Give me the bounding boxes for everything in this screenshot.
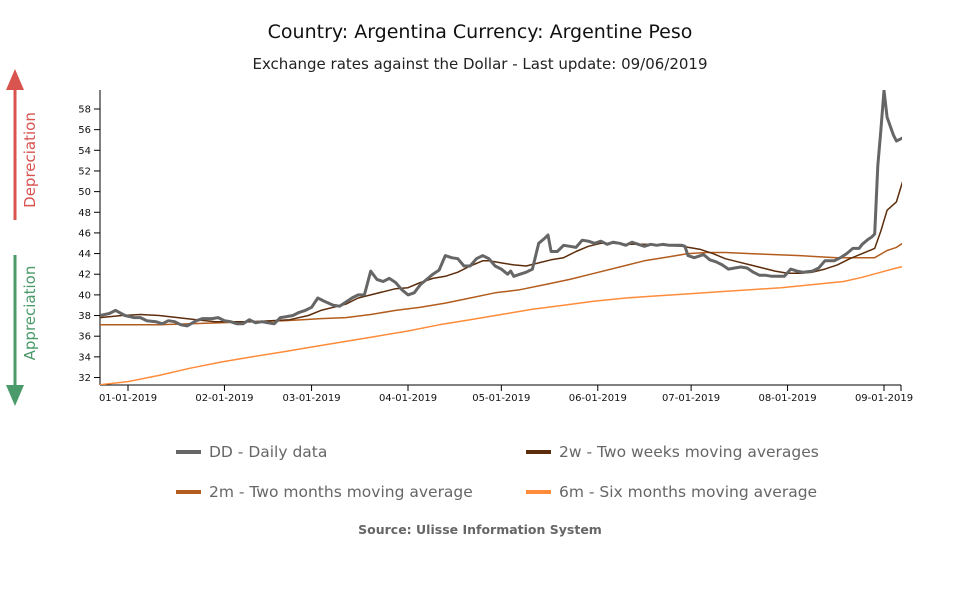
legend-swatch: [526, 450, 551, 454]
x-tick-label: 04-01-2019: [379, 393, 437, 404]
y-tick-label: 34: [78, 352, 91, 363]
y-tick-label: 32: [78, 373, 91, 384]
series-line-m6: [100, 266, 902, 385]
x-tick-label: 01-01-2019: [99, 393, 157, 404]
y-tick-label: 54: [78, 146, 91, 157]
series-line-m2: [100, 242, 902, 326]
x-tick-label: 03-01-2019: [282, 393, 340, 404]
x-tick-label: 05-01-2019: [472, 393, 530, 404]
y-tick-label: 36: [78, 332, 91, 343]
legend-swatch: [526, 490, 551, 494]
legend-label: 6m - Six months moving average: [559, 483, 818, 501]
legend-item-m6[interactable]: 6m - Six months moving average: [526, 483, 817, 501]
y-tick-label: 58: [78, 105, 91, 116]
y-tick-label: 50: [78, 187, 91, 198]
series-line-dd: [100, 90, 902, 328]
up-arrow-icon: [6, 69, 24, 90]
legend-item-m2[interactable]: 2m - Two months moving average: [176, 483, 473, 501]
legend-item-w2[interactable]: 2w - Two weeks moving averages: [526, 443, 819, 461]
chart-subtitle: Exchange rates against the Dollar - Last…: [252, 55, 708, 73]
y-tick-label: 40: [78, 290, 91, 301]
series-line-w2: [100, 180, 902, 323]
down-arrow-icon: [6, 385, 24, 406]
legend-label: DD - Daily data: [209, 443, 328, 461]
legend-item-dd[interactable]: DD - Daily data: [176, 443, 327, 461]
y-tick-label: 46: [78, 228, 91, 239]
y-tick-label: 44: [78, 249, 91, 260]
x-tick-label: 02-01-2019: [195, 393, 253, 404]
x-tick-label: 08-01-2019: [758, 393, 816, 404]
appreciation-indicator: Appreciation: [6, 255, 39, 406]
y-tick-label: 52: [78, 166, 91, 177]
x-tick-label: 09-01-2019: [855, 393, 913, 404]
y-tick-label: 42: [78, 270, 91, 281]
y-tick-label: 56: [78, 125, 91, 136]
depreciation-label: Depreciation: [21, 112, 39, 208]
x-tick-label: 07-01-2019: [662, 393, 720, 404]
axes: 32 34 36 38 40 42 44 46 48 50 52 54 56 58 01-01-2019 02…: [78, 90, 913, 404]
x-tick-label: 06-01-2019: [569, 393, 627, 404]
legend-swatch: [176, 490, 201, 494]
plot-area: [100, 90, 902, 385]
appreciation-label: Appreciation: [21, 266, 39, 361]
legend-swatch: [176, 450, 201, 454]
legend-label: 2w - Two weeks moving averages: [559, 443, 819, 461]
depreciation-indicator: Depreciation: [6, 69, 39, 220]
source-note: Source: Ulisse Information System: [358, 522, 602, 537]
chart-title: Country: Argentina Currency: Argentine P…: [267, 21, 693, 43]
y-tick-label: 38: [78, 311, 91, 322]
y-tick-label: 48: [78, 208, 91, 219]
legend-label: 2m - Two months moving average: [209, 483, 473, 501]
